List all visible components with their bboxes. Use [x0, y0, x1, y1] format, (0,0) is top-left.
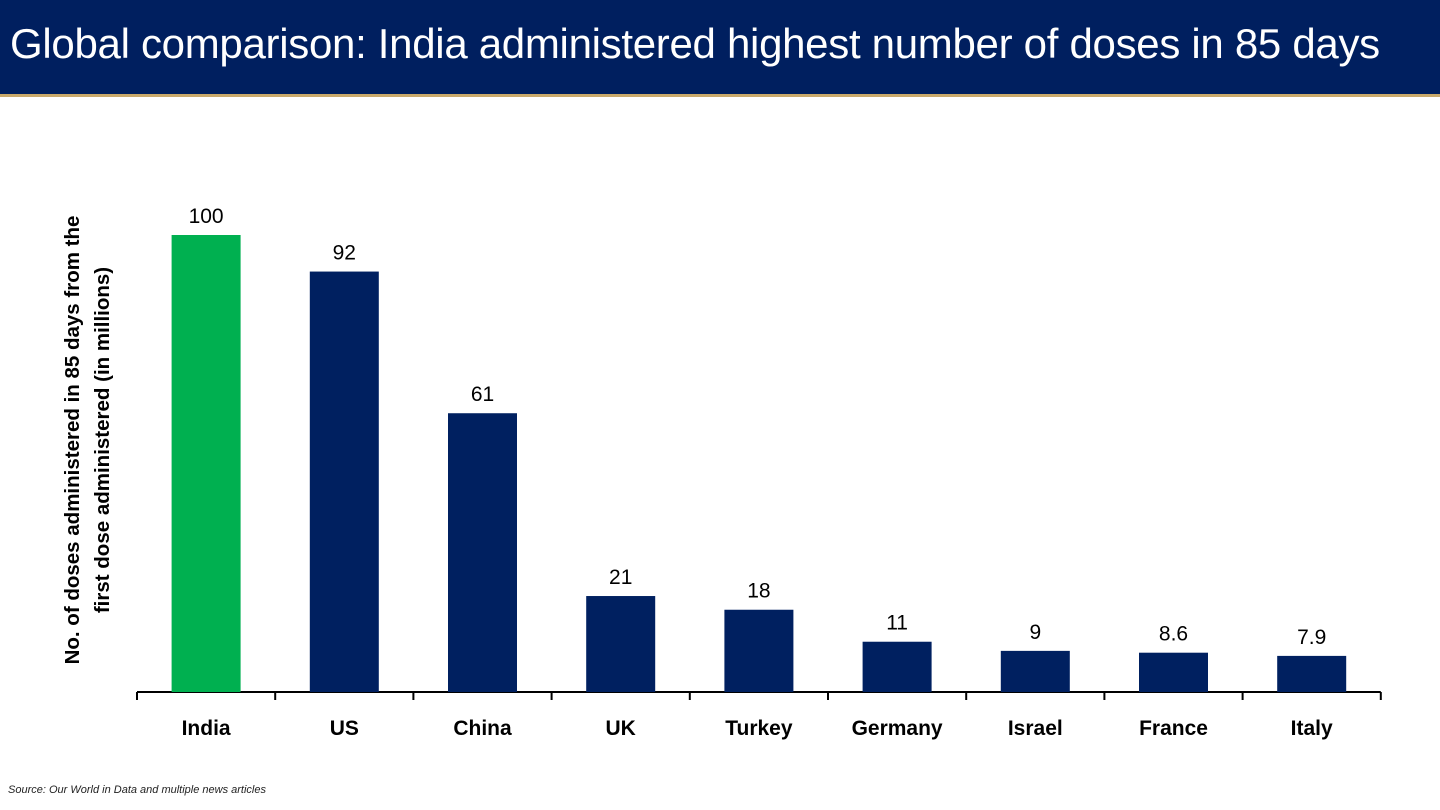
- title-bar: Global comparison: India administered hi…: [0, 0, 1440, 97]
- x-tick-label-china: China: [453, 717, 512, 740]
- data-label-germany: 11: [886, 612, 908, 635]
- x-tick-label-india: India: [182, 717, 231, 740]
- data-label-china: 61: [471, 383, 494, 406]
- bar-germany: [862, 641, 932, 692]
- x-tick-label-us: US: [330, 717, 359, 740]
- x-tick-label-turkey: Turkey: [725, 717, 793, 740]
- bar-china: [448, 413, 517, 692]
- data-label-israel: 9: [1029, 621, 1041, 644]
- bar-turkey: [724, 609, 794, 692]
- bar-israel: [1000, 650, 1070, 692]
- source-note: Source: Our World in Data and multiple n…: [8, 784, 266, 796]
- data-label-turkey: 18: [747, 580, 770, 603]
- x-tick-label-italy: Italy: [1291, 717, 1333, 740]
- bar-india: [171, 235, 241, 692]
- data-label-italy: 7.9: [1297, 626, 1326, 649]
- data-label-us: 92: [333, 242, 356, 265]
- x-tick-label-uk: UK: [606, 717, 636, 740]
- data-label-india: 100: [189, 205, 224, 228]
- bar-uk: [586, 596, 656, 692]
- bar-france: [1139, 652, 1208, 692]
- data-label-france: 8.6: [1159, 623, 1188, 646]
- bar-us: [309, 271, 379, 692]
- x-tick-label-germany: Germany: [852, 717, 943, 740]
- page-title: Global comparison: India administered hi…: [10, 20, 1380, 67]
- bar-italy: [1277, 655, 1347, 692]
- data-label-uk: 21: [609, 566, 632, 589]
- x-tick-label-france: France: [1139, 717, 1208, 740]
- x-tick-label-israel: Israel: [1008, 717, 1063, 740]
